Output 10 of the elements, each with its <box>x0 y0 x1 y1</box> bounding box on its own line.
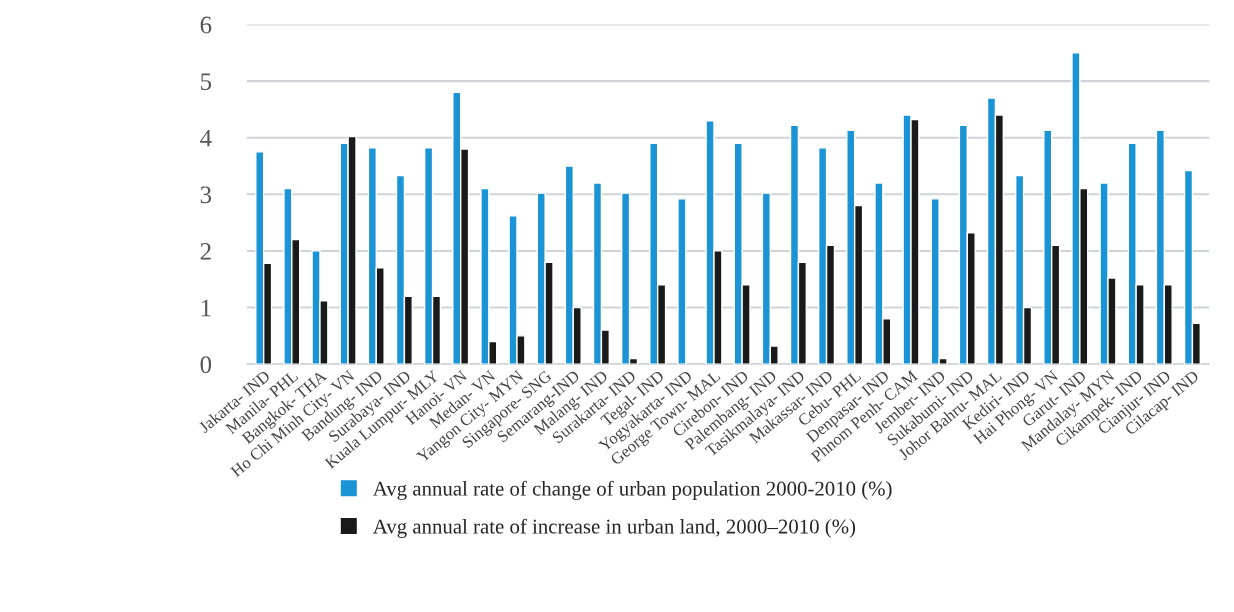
legend-label: Avg annual rate of change of urban population 2000-2010 (%) <box>372 480 892 500</box>
legend-label: Avg annual rate of increase in urban land, 2000–2010 (%) <box>372 518 856 538</box>
y-tick-label: 6 <box>200 16 212 34</box>
y-tick-label: 4 <box>200 129 212 147</box>
y-tick-label: 0 <box>200 356 212 374</box>
y-tick-label: 3 <box>200 186 212 204</box>
bar <box>677 198 687 365</box>
y-tick-label: 2 <box>200 243 211 260</box>
y-tick-label: 1 <box>201 299 211 317</box>
y-tick-label: 5 <box>201 73 212 91</box>
